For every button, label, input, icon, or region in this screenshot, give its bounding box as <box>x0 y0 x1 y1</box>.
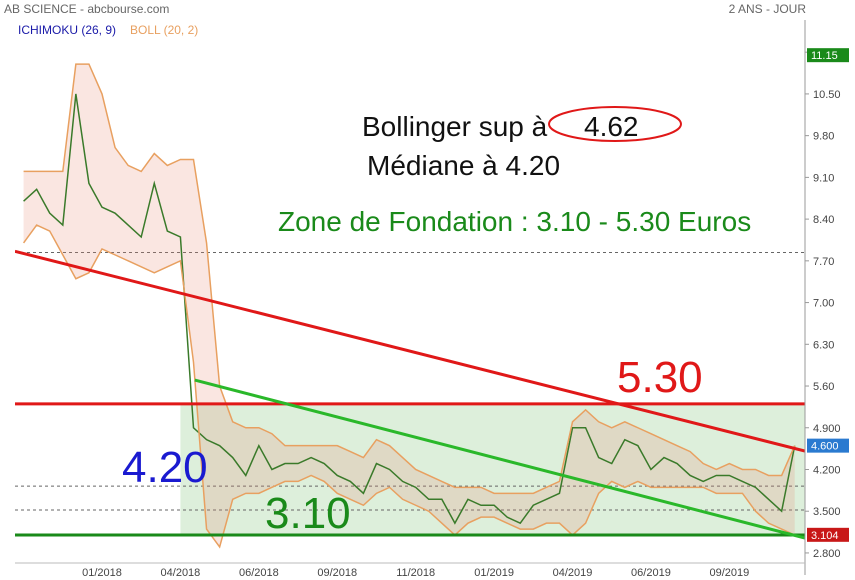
price-label: 3.104 <box>811 530 839 542</box>
y-tick-label: 9.80 <box>813 131 834 143</box>
annotation: 4.62 <box>584 111 639 142</box>
x-tick-label: 04/2019 <box>553 567 593 579</box>
x-tick-label: 06/2019 <box>631 567 671 579</box>
series-line <box>23 93 796 525</box>
x-tick-label: 09/2019 <box>709 567 749 579</box>
chart-title: AB SCIENCE - abcbourse.com <box>4 2 169 16</box>
y-tick-label: 10.50 <box>813 89 841 101</box>
legend-entry: BOLL (20, 2) <box>130 23 198 37</box>
price-label: 4.600 <box>811 441 839 453</box>
y-tick-label: 6.30 <box>813 339 834 351</box>
y-tick-label: 3.500 <box>813 506 841 518</box>
series-line <box>22 224 796 549</box>
series-line <box>23 63 796 495</box>
y-tick-label: 8.40 <box>813 214 834 226</box>
annotation: Médiane à 4.20 <box>367 150 560 181</box>
price-label-box <box>807 48 849 63</box>
trendline <box>194 378 805 540</box>
y-tick-label: 7.00 <box>813 298 834 310</box>
x-tick-label: 01/2018 <box>82 567 122 579</box>
price-label-box <box>807 438 849 453</box>
price-label-box <box>807 527 849 542</box>
y-tick-label: 4.900 <box>813 423 841 435</box>
x-tick-label: 11/2018 <box>396 567 435 579</box>
legend-entry: ICHIMOKU (26, 9) <box>18 23 116 37</box>
annotation: Zone de Fondation : 3.10 - 5.30 Euros <box>278 206 751 237</box>
period: 2 ANS - JOUR <box>729 2 807 16</box>
x-tick-label: 01/2019 <box>474 567 514 579</box>
price-label: 11.15 <box>811 50 838 62</box>
x-tick-label: 06/2018 <box>239 567 279 579</box>
y-tick-label: 9.10 <box>813 172 834 184</box>
annotation: 5.30 <box>617 353 703 402</box>
y-tick-label: 4.200 <box>813 464 841 476</box>
trendline <box>15 249 805 453</box>
y-tick-label: 5.60 <box>813 381 834 393</box>
x-tick-label: 09/2018 <box>317 567 357 579</box>
x-tick-label: 04/2018 <box>161 567 201 579</box>
y-tick-label: 2.800 <box>813 548 841 560</box>
annotation: Bollinger sup à <box>362 111 548 142</box>
annotation: 3.10 <box>265 489 351 538</box>
y-tick-label: 7.70 <box>813 256 834 268</box>
highlight-circle <box>548 106 682 142</box>
annotation: 4.20 <box>122 443 208 492</box>
bollinger-band <box>23 64 795 547</box>
